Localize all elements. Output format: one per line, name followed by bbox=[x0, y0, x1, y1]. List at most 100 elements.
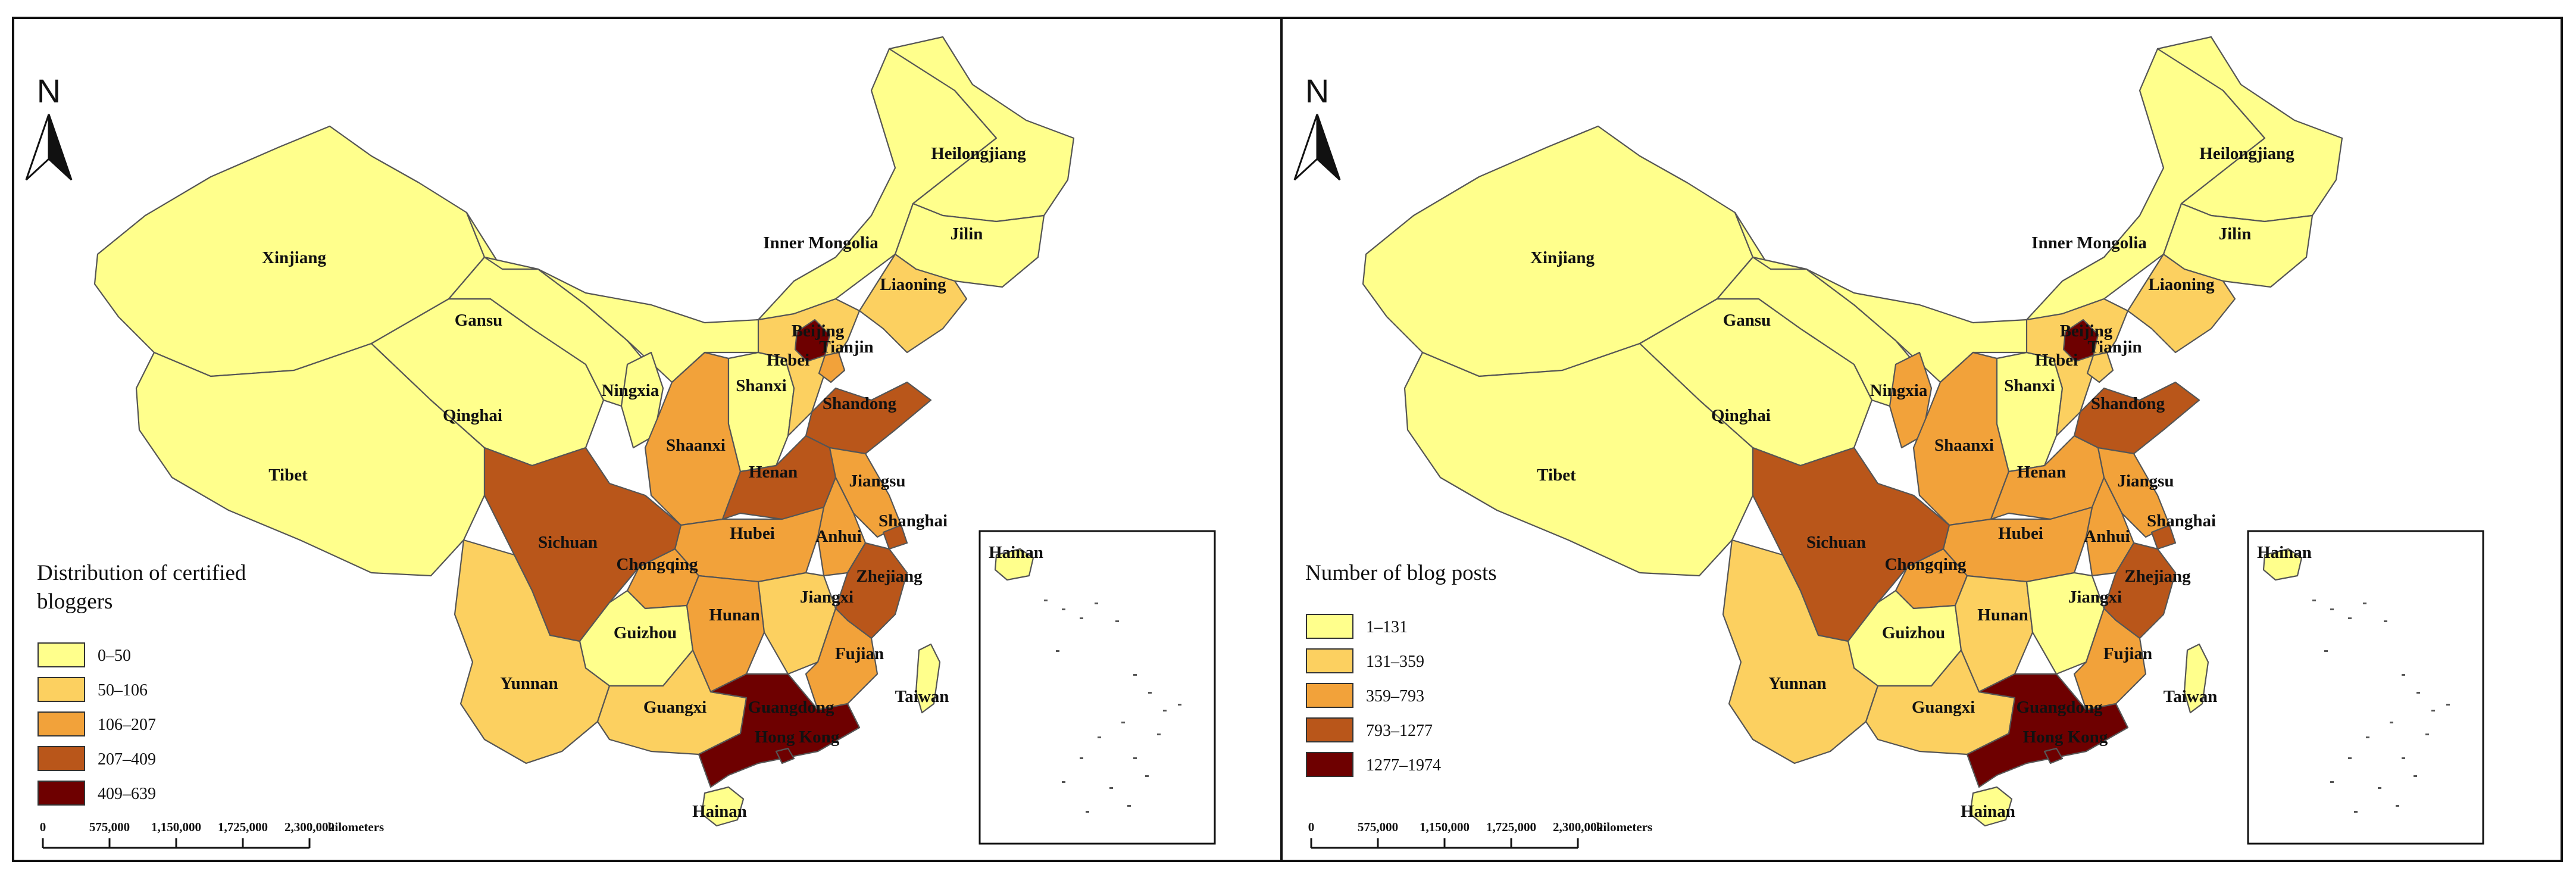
province-hainan bbox=[701, 786, 745, 827]
label-taiwan: Taiwan bbox=[2164, 687, 2218, 706]
province-liaoning bbox=[2127, 253, 2236, 354]
scale-unit-label: kilometers bbox=[328, 820, 384, 834]
inset-frame bbox=[2247, 530, 2484, 845]
label-hong-kong: Hong Kong bbox=[755, 728, 840, 747]
label-yunnan: Yunnan bbox=[500, 674, 558, 693]
label-shandong: Shandong bbox=[2091, 394, 2165, 413]
label-hunan: Hunan bbox=[1977, 606, 2028, 625]
label-anhui: Anhui bbox=[815, 527, 861, 546]
label-beijing: Beijing bbox=[2060, 322, 2113, 341]
label-hebei: Hebei bbox=[767, 351, 810, 370]
legend-swatch bbox=[1306, 752, 1353, 777]
legend-swatch bbox=[1306, 614, 1353, 639]
scale-tick-label: 1,725,000 bbox=[218, 820, 268, 834]
label-guangdong: Guangdong bbox=[2016, 698, 2103, 717]
label-qinghai: Qinghai bbox=[443, 406, 502, 425]
inset-label-hainan: Hainan bbox=[2257, 543, 2312, 562]
label-xinjiang: Xinjiang bbox=[1530, 248, 1595, 267]
legend-label: 207–409 bbox=[98, 750, 156, 769]
label-chongqing: Chongqing bbox=[616, 555, 698, 574]
inset-island bbox=[1095, 603, 1098, 604]
label-shanxi: Shanxi bbox=[2004, 376, 2055, 395]
label-heilongjiang: Heilongjiang bbox=[2199, 144, 2294, 163]
inset-island bbox=[2330, 608, 2334, 610]
north-arrow-icon bbox=[25, 114, 50, 181]
label-liaoning: Liaoning bbox=[880, 275, 946, 294]
scale-tick-label: 2,300,000 bbox=[1553, 820, 1603, 834]
label-guizhou: Guizhou bbox=[1882, 623, 1945, 642]
label-tibet: Tibet bbox=[1537, 466, 1576, 485]
label-jilin: Jilin bbox=[2219, 224, 2252, 244]
north-arrow-icon-fill bbox=[48, 114, 73, 181]
label-shanghai: Shanghai bbox=[879, 511, 948, 530]
legend-title: bloggers bbox=[37, 589, 112, 614]
province-shandong bbox=[2073, 381, 2200, 455]
inset-island bbox=[2402, 674, 2405, 676]
legend-label: 359–793 bbox=[1366, 687, 1424, 706]
province-shanxi bbox=[1996, 351, 2064, 473]
inset-island bbox=[2366, 736, 2369, 738]
legend-label: 106–207 bbox=[98, 716, 156, 734]
label-shanghai: Shanghai bbox=[2147, 511, 2216, 530]
label-hainan: Hainan bbox=[1961, 802, 2015, 821]
label-shaanxi: Shaanxi bbox=[666, 436, 726, 455]
province-hebei bbox=[2025, 298, 2129, 437]
inset-island bbox=[2348, 757, 2352, 759]
province-shanghai bbox=[882, 524, 908, 550]
label-jiangsu: Jiangsu bbox=[2117, 472, 2174, 491]
province-hebei bbox=[757, 298, 861, 437]
inset-island bbox=[1086, 811, 1089, 813]
label-hainan: Hainan bbox=[692, 802, 747, 821]
inset-island bbox=[2330, 781, 2334, 783]
label-sichuan: Sichuan bbox=[538, 533, 598, 552]
north-arrow-icon bbox=[1293, 114, 1318, 181]
inset-island bbox=[2384, 620, 2387, 622]
scale-tick-label: 1,725,000 bbox=[1486, 820, 1536, 834]
label-gansu: Gansu bbox=[1723, 311, 1771, 330]
label-hubei: Hubei bbox=[730, 524, 775, 543]
province-taiwan bbox=[915, 643, 941, 714]
label-hunan: Hunan bbox=[709, 606, 759, 625]
inset-island bbox=[2416, 692, 2420, 694]
province-hong-kong bbox=[775, 747, 795, 764]
map-panel-bloggers: Xinjiang Tibet Qinghai Gansu Inner Mongolia H… bbox=[12, 17, 1283, 862]
inset-hainan-shape bbox=[994, 548, 1034, 581]
inset-island bbox=[1062, 608, 1065, 610]
label-guangxi: Guangxi bbox=[1912, 698, 1975, 717]
scale-tick-label: 1,150,000 bbox=[1420, 820, 1470, 834]
scale-tick-label: 575,000 bbox=[1358, 820, 1398, 834]
label-inner-mongolia: Inner Mongolia bbox=[763, 233, 879, 252]
label-jilin: Jilin bbox=[951, 224, 983, 244]
province-shandong bbox=[805, 381, 932, 455]
province-taiwan bbox=[2183, 643, 2209, 714]
label-guizhou: Guizhou bbox=[614, 623, 677, 642]
label-ningxia: Ningxia bbox=[1870, 381, 1928, 400]
label-shandong: Shandong bbox=[823, 394, 897, 413]
scale-tick-label: 0 bbox=[40, 820, 46, 834]
legend-label: 1–131 bbox=[1366, 618, 1408, 636]
inset-hainan-shape bbox=[2262, 548, 2303, 581]
inset-island bbox=[2390, 722, 2393, 723]
inset-island bbox=[1148, 692, 1152, 694]
legend-swatch bbox=[1306, 717, 1353, 742]
label-jiangxi: Jiangxi bbox=[2068, 588, 2122, 607]
legend-swatch bbox=[1306, 648, 1353, 673]
inset-island bbox=[2324, 650, 2328, 652]
label-zhejiang: Zhejiang bbox=[2124, 567, 2191, 586]
inset-island bbox=[1133, 674, 1137, 676]
label-shaanxi: Shaanxi bbox=[1934, 436, 1994, 455]
inset-island bbox=[1109, 787, 1113, 789]
inset-island bbox=[2402, 757, 2405, 759]
map-panel-blog-posts: Xinjiang Tibet Qinghai Gansu Inner Mongolia H… bbox=[1280, 17, 2563, 862]
north-label: N bbox=[37, 72, 61, 110]
legend-swatch bbox=[1306, 683, 1353, 708]
legend-title: Distribution of certified bbox=[37, 561, 246, 585]
label-yunnan: Yunnan bbox=[1768, 674, 1826, 693]
label-chongqing: Chongqing bbox=[1884, 555, 1967, 574]
inset-island bbox=[1157, 734, 1161, 735]
province-hainan bbox=[1969, 786, 2013, 827]
label-jiangsu: Jiangsu bbox=[849, 472, 905, 491]
label-ningxia: Ningxia bbox=[602, 381, 659, 400]
inset-frame bbox=[978, 530, 1216, 845]
label-gansu: Gansu bbox=[455, 311, 503, 330]
